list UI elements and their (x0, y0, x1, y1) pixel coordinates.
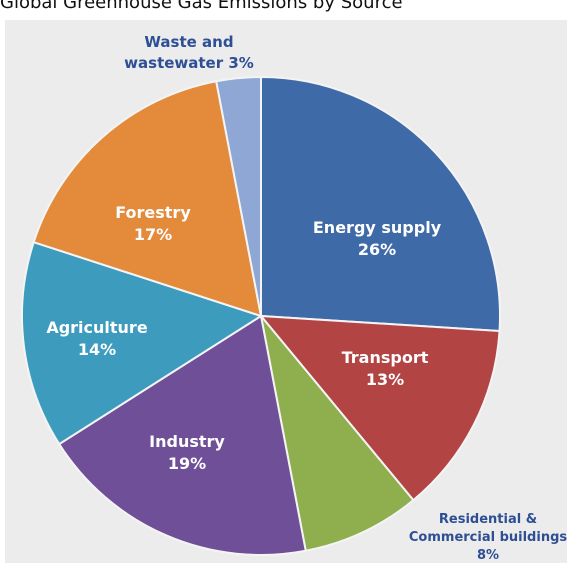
slice-label-industry: Industry 19% (149, 432, 225, 473)
pie-slice-residential-commercial-buildings (260, 315, 415, 552)
slice-label-agriculture: Agriculture 14% (46, 318, 148, 359)
slice-label-waste-and-wastewater: Waste and wastewater 3% (124, 33, 254, 72)
slice-label-transport: Transport 13% (342, 348, 429, 389)
slice-label-energy-supply: Energy supply 26% (313, 218, 442, 259)
pie-slice-transport (258, 314, 501, 502)
slice-label-forestry: Forestry 17% (115, 203, 191, 244)
pie-slice-industry (57, 314, 307, 556)
pie-slice-energy-supply (260, 75, 501, 333)
pie-slice-agriculture (21, 240, 264, 446)
slice-label-residential-commercial-buildings: Residential & Commercial buildings 8% (409, 512, 567, 563)
pie-slice-forestry (32, 80, 263, 318)
chart-title: Global Greenhouse Gas Emissions by Sourc… (0, 0, 403, 13)
pie-slice-waste-and-wastewater (215, 75, 262, 317)
